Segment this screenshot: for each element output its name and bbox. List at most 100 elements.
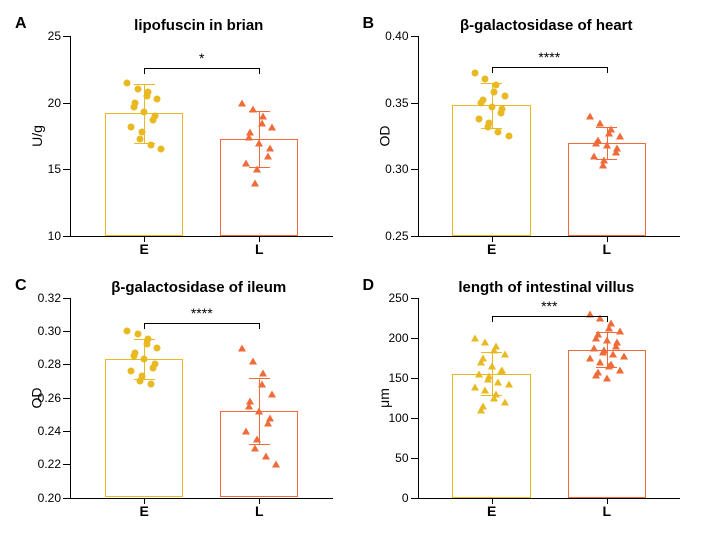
significance-label: **** xyxy=(538,49,560,65)
data-point xyxy=(264,153,272,160)
data-point xyxy=(249,106,257,113)
y-tick-label: 0.20 xyxy=(38,491,61,505)
data-point xyxy=(612,149,620,156)
panel-C: Cβ-galactosidase of ileum OD0.200.220.240… xyxy=(15,277,343,529)
y-tick-label: 25 xyxy=(48,29,61,43)
chart-title: β-galactosidase of ileum xyxy=(55,279,343,296)
y-tick-label: 20 xyxy=(48,96,61,110)
data-point xyxy=(150,364,157,371)
plot-area: μm050100150200250EL*** xyxy=(418,298,681,499)
y-tick-label: 200 xyxy=(388,331,408,345)
data-point xyxy=(477,406,485,413)
x-tick-label: E xyxy=(487,503,496,519)
data-point xyxy=(481,386,489,393)
data-point xyxy=(251,444,259,451)
data-point xyxy=(245,402,253,409)
y-tick xyxy=(63,169,71,170)
data-point xyxy=(478,99,485,106)
significance-tick xyxy=(144,323,145,329)
data-point xyxy=(609,350,617,357)
data-point xyxy=(620,352,628,359)
data-point xyxy=(603,142,611,149)
y-tick-label: 0.28 xyxy=(38,357,61,371)
y-tick-label: 0.35 xyxy=(385,96,408,110)
data-point xyxy=(471,70,478,77)
y-tick xyxy=(411,378,419,379)
data-point xyxy=(490,346,498,353)
data-point xyxy=(147,381,154,388)
y-tick-label: 50 xyxy=(395,451,408,465)
y-tick-label: 150 xyxy=(388,371,408,385)
data-point xyxy=(494,378,502,385)
data-point xyxy=(258,381,266,388)
data-point xyxy=(586,113,594,120)
data-point xyxy=(147,142,154,149)
data-point xyxy=(471,384,479,391)
significance-bar xyxy=(492,316,607,317)
data-point xyxy=(605,324,613,331)
data-point xyxy=(253,166,261,173)
data-point xyxy=(272,461,280,468)
y-tick xyxy=(411,169,419,170)
data-point xyxy=(505,380,513,387)
data-point xyxy=(505,133,512,140)
y-tick-label: 250 xyxy=(388,291,408,305)
significance-tick xyxy=(607,67,608,73)
data-point xyxy=(491,89,498,96)
data-point xyxy=(612,342,620,349)
y-tick-label: 0.30 xyxy=(385,162,408,176)
plot-area: U/g10152025EL* xyxy=(70,36,333,237)
y-tick xyxy=(411,458,419,459)
data-point xyxy=(245,134,253,141)
x-tick-label: L xyxy=(255,241,264,257)
significance-tick xyxy=(607,316,608,322)
data-point xyxy=(124,79,131,86)
y-tick xyxy=(63,464,71,465)
data-point xyxy=(501,93,508,100)
data-point xyxy=(130,352,137,359)
panel-letter: C xyxy=(15,277,27,295)
data-point xyxy=(586,355,594,362)
data-point xyxy=(268,123,276,130)
x-tick-label: L xyxy=(602,241,611,257)
significance-bar xyxy=(144,68,259,69)
significance-bar xyxy=(144,323,259,324)
data-point xyxy=(497,368,505,375)
y-tick xyxy=(63,298,71,299)
plot-area: OD0.250.300.350.40EL**** xyxy=(418,36,681,237)
y-tick xyxy=(411,103,419,104)
panel-A: Alipofuscin in brianU/g10152025EL* xyxy=(15,15,343,267)
data-point xyxy=(592,139,600,146)
data-point xyxy=(134,86,141,93)
y-tick xyxy=(411,236,419,237)
data-point xyxy=(249,357,257,364)
data-point xyxy=(143,341,150,348)
data-point xyxy=(592,334,600,341)
data-point xyxy=(616,133,624,140)
y-tick xyxy=(63,398,71,399)
y-tick xyxy=(63,236,71,237)
data-point xyxy=(605,363,613,370)
data-point xyxy=(141,356,148,363)
data-point xyxy=(475,115,482,122)
data-point xyxy=(255,139,263,146)
plot-area: OD0.200.220.240.260.280.300.32EL**** xyxy=(70,298,333,499)
chart-title: β-galactosidase of heart xyxy=(403,17,691,34)
x-tick-label: E xyxy=(487,241,496,257)
data-point xyxy=(603,336,611,343)
data-point xyxy=(603,374,611,381)
significance-tick xyxy=(492,67,493,73)
data-point xyxy=(137,135,144,142)
y-tick-label: 0.24 xyxy=(38,424,61,438)
data-point xyxy=(481,338,489,345)
data-point xyxy=(599,162,607,169)
data-point xyxy=(488,362,496,369)
panel-letter: B xyxy=(363,15,375,33)
y-tick xyxy=(63,498,71,499)
data-point xyxy=(154,95,161,102)
panel-D: Dlength of intestinal villusμm0501001502… xyxy=(363,277,691,529)
panel-letter: A xyxy=(15,15,27,33)
panel-B: Bβ-galactosidase of heart OD0.250.300.350… xyxy=(363,15,691,267)
panel-letter: D xyxy=(363,277,375,295)
data-point xyxy=(605,130,613,137)
